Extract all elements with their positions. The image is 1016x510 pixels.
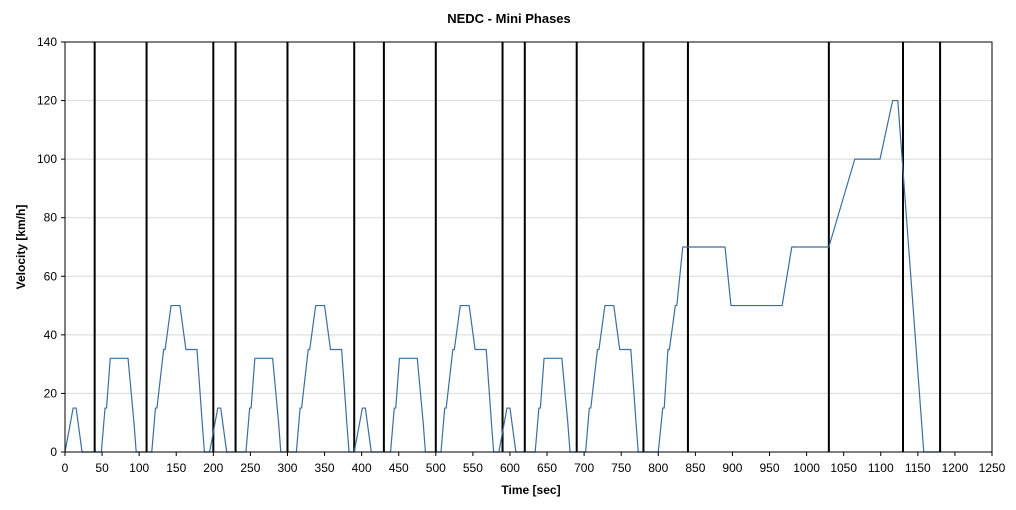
x-tick-label: 700	[574, 461, 594, 475]
x-tick-label: 900	[722, 461, 742, 475]
x-tick-label: 1000	[793, 461, 820, 475]
y-axis-title: Velocity [km/h]	[14, 205, 28, 290]
x-tick-label: 0	[62, 461, 69, 475]
y-tick-label: 140	[37, 35, 57, 49]
x-tick-label: 950	[760, 461, 780, 475]
y-tick-label: 80	[44, 211, 58, 225]
y-tick-label: 60	[44, 269, 58, 283]
x-axis-title: Time [sec]	[501, 483, 560, 497]
x-tick-label: 150	[166, 461, 186, 475]
y-tick-label: 100	[37, 152, 57, 166]
x-tick-label: 650	[537, 461, 557, 475]
x-tick-label: 300	[277, 461, 297, 475]
x-tick-label: 750	[611, 461, 631, 475]
x-tick-label: 1050	[830, 461, 857, 475]
x-tick-label: 850	[685, 461, 705, 475]
x-tick-label: 500	[426, 461, 446, 475]
series-group	[64, 99, 941, 453]
y-tick-label: 120	[37, 94, 57, 108]
chart-title: NEDC - Mini Phases	[447, 11, 571, 26]
x-tick-label: 400	[352, 461, 372, 475]
y-axis-ticks: 0 20 40 60 80 100 120 140	[37, 35, 65, 459]
x-tick-label: 800	[648, 461, 668, 475]
phase-boundaries	[93, 42, 942, 452]
x-tick-label: 50	[95, 461, 109, 475]
x-tick-label: 1250	[979, 461, 1006, 475]
velocity-series-line	[64, 99, 941, 453]
y-tick-label: 20	[44, 386, 58, 400]
horizontal-grid	[65, 100, 992, 394]
x-tick-label: 1200	[942, 461, 969, 475]
y-tick-label: 0	[50, 445, 57, 459]
x-tick-label: 550	[463, 461, 483, 475]
x-axis-ticks: 0 50 100 150 200 250 300 350 400 450 500 550 600 650 7…	[62, 452, 1006, 475]
y-tick-label: 40	[44, 328, 58, 342]
x-tick-label: 100	[129, 461, 149, 475]
x-tick-label: 250	[240, 461, 260, 475]
x-tick-label: 200	[203, 461, 223, 475]
x-tick-label: 350	[315, 461, 335, 475]
x-tick-label: 600	[500, 461, 520, 475]
x-tick-label: 1100	[868, 461, 894, 475]
plot-frame	[64, 41, 993, 453]
x-tick-label: 1150	[905, 461, 931, 475]
x-tick-label: 450	[389, 461, 409, 475]
